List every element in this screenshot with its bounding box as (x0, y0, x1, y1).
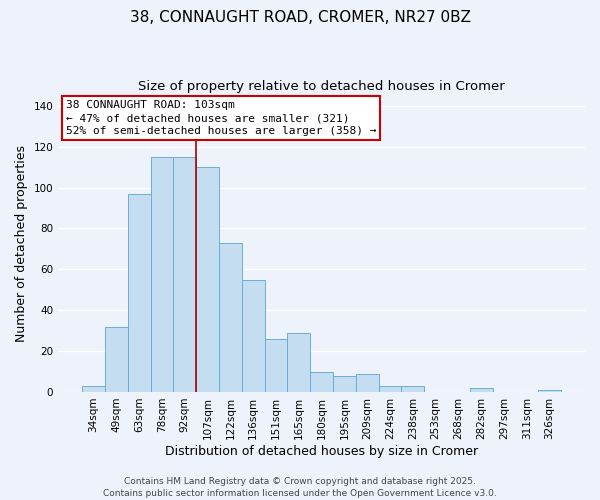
Bar (401, 386, 424, 392)
Text: 38, CONNAUGHT ROAD, CROMER, NR27 0BZ: 38, CONNAUGHT ROAD, CROMER, NR27 0BZ (130, 10, 470, 25)
Bar (128, 194, 151, 392)
Bar (333, 376, 356, 392)
Bar (173, 157, 196, 392)
Bar (151, 157, 173, 392)
Text: Contains HM Land Registry data © Crown copyright and database right 2025.
Contai: Contains HM Land Registry data © Crown c… (103, 476, 497, 498)
Bar (242, 280, 265, 392)
Text: 38 CONNAUGHT ROAD: 103sqm
← 47% of detached houses are smaller (321)
52% of semi: 38 CONNAUGHT ROAD: 103sqm ← 47% of detac… (66, 100, 377, 136)
Bar (470, 388, 493, 392)
X-axis label: Distribution of detached houses by size in Cromer: Distribution of detached houses by size … (165, 444, 478, 458)
Y-axis label: Number of detached properties: Number of detached properties (15, 146, 28, 342)
Bar (105, 326, 128, 392)
Bar (82, 386, 105, 392)
Bar (265, 339, 287, 392)
Bar (287, 332, 310, 392)
Bar (196, 167, 219, 392)
Title: Size of property relative to detached houses in Cromer: Size of property relative to detached ho… (138, 80, 505, 93)
Bar (538, 390, 561, 392)
Bar (219, 242, 242, 392)
Bar (356, 374, 379, 392)
Bar (310, 372, 333, 392)
Bar (379, 386, 401, 392)
